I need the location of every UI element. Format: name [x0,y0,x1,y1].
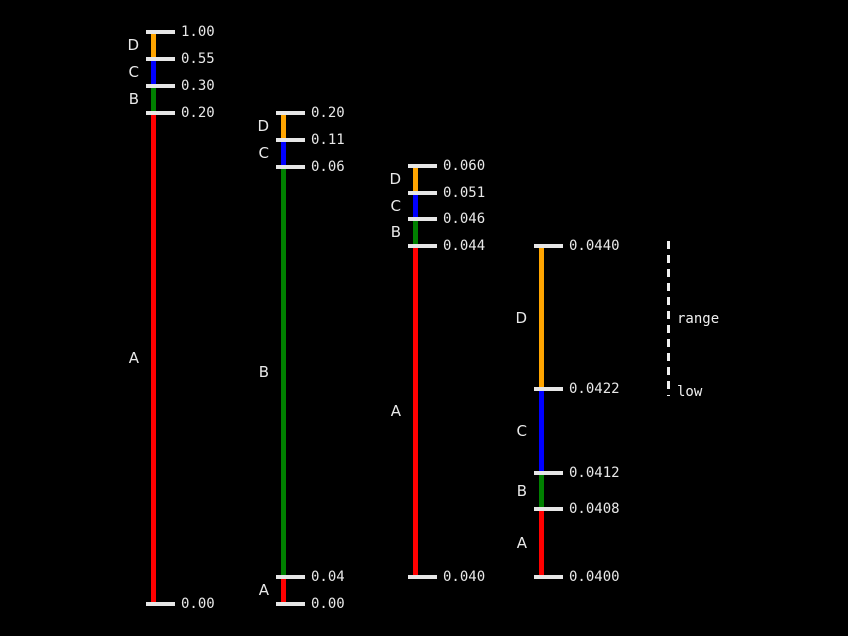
tick-mark-bar-3-0.051 [407,190,437,195]
segment-label-bar-4-D: D [515,308,527,327]
tick-value-bar-1-0.20: 0.20 [181,104,215,121]
segment-label-bar-1-A: A [128,349,139,367]
segment-label-bar-1-B: B [128,90,139,108]
segment-label-bar-2-D: D [257,117,269,135]
tick-mark-bar-4-0.0422 [533,387,563,391]
segment-bar-3-B [412,219,418,246]
tick-value-bar-3-0.046: 0.046 [443,211,486,227]
segment-bar-3-A [412,245,418,577]
tick-value-bar-2-0.11: 0.11 [311,131,345,148]
segment-bar-1-A [150,112,156,604]
tick-mark-bar-4-0.0408 [533,507,563,511]
segment-bar-4-D [538,246,544,389]
tick-mark-bar-2-0.11 [275,137,305,142]
tick-mark-bar-2-0.20 [275,110,305,115]
segment-label-bar-4-C: C [516,421,527,440]
tick-value-bar-4-0.0440: 0.0440 [569,238,620,254]
segment-label-bar-2-B: B [258,362,269,381]
legend-range-label: range [677,311,720,327]
tick-value-bar-4-0.0408: 0.0408 [569,501,620,517]
tick-mark-bar-1-0.20 [145,110,175,115]
tick-value-bar-2-0.20: 0.20 [311,104,345,121]
tick-value-bar-4-0.0412: 0.0412 [569,464,620,481]
tick-value-bar-2-0.00: 0.00 [311,595,345,612]
segment-label-bar-4-B: B [516,481,527,500]
tick-value-bar-2-0.06: 0.06 [311,158,345,175]
tick-value-bar-1-0.30: 0.30 [181,77,215,94]
legend-range-dashed-line [666,241,670,396]
segment-label-bar-3-C: C [390,196,401,215]
tick-value-bar-4-0.0422: 0.0422 [569,381,620,397]
tick-mark-bar-3-0.040 [407,574,437,579]
segment-label-bar-2-C: C [258,144,269,162]
segment-label-bar-3-A: A [390,402,401,420]
tick-mark-bar-2-0.04 [275,574,305,579]
tick-mark-bar-1-0.55 [145,56,175,61]
tick-mark-bar-4-0.0440 [533,244,563,248]
tick-value-bar-1-0.00: 0.00 [181,595,215,612]
tick-mark-bar-2-0.00 [275,601,305,606]
tick-value-bar-3-0.044: 0.044 [443,237,486,254]
tick-mark-bar-3-0.060 [407,163,437,168]
tick-value-bar-4-0.0400: 0.0400 [569,568,620,585]
segment-bar-3-C [412,192,418,219]
tick-mark-bar-4-0.0400 [533,574,563,579]
segment-bar-4-C [538,389,544,473]
segment-bar-2-B [280,166,286,577]
tick-mark-bar-4-0.0412 [533,470,563,475]
tick-mark-bar-2-0.06 [275,164,305,169]
tick-value-bar-1-0.55: 0.55 [181,50,215,67]
tick-value-bar-3-0.051: 0.051 [443,184,486,201]
segment-label-bar-3-B: B [390,223,401,242]
segment-bar-3-D [412,165,418,193]
segment-bar-1-C [150,58,156,86]
segment-bar-4-A [538,509,544,577]
segment-label-bar-2-A: A [258,581,269,599]
tick-mark-bar-3-0.044 [407,243,437,248]
segment-bar-2-A [280,576,286,604]
tick-value-bar-3-0.040: 0.040 [443,568,486,585]
segment-label-bar-4-A: A [516,533,527,552]
tick-mark-bar-1-0.30 [145,83,175,88]
segment-bar-4-B [538,472,544,509]
tick-value-bar-3-0.060: 0.060 [443,157,486,174]
segment-bar-2-D [280,112,286,140]
segment-label-bar-1-D: D [127,36,139,54]
tick-mark-bar-1-1.00 [145,29,175,34]
segment-bar-2-C [280,139,286,167]
segment-bar-1-B [150,85,156,113]
tick-value-bar-1-1.00: 1.00 [181,23,215,40]
tick-mark-bar-1-0.00 [145,601,175,606]
segment-label-bar-3-D: D [389,170,401,188]
segment-bar-1-D [150,31,156,59]
segment-label-bar-1-C: C [128,63,139,81]
legend-low-label: low [677,384,703,400]
tick-value-bar-2-0.04: 0.04 [311,568,345,585]
tick-mark-bar-3-0.046 [407,217,437,221]
